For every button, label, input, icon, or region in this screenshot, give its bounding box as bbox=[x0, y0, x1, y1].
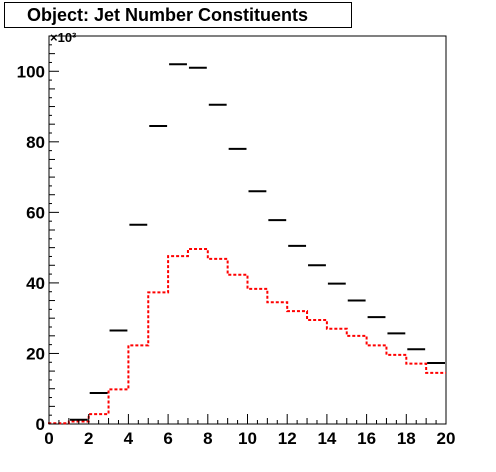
y-tick-label: 40 bbox=[26, 274, 45, 293]
y-tick-label: 60 bbox=[26, 203, 45, 222]
y-multiplier-label: ×10³ bbox=[50, 30, 77, 45]
x-tick-label: 20 bbox=[437, 429, 456, 448]
series-red-step bbox=[48, 248, 446, 425]
x-tick-label: 14 bbox=[317, 429, 336, 448]
y-tick-label: 100 bbox=[17, 62, 45, 81]
x-tick-label: 18 bbox=[397, 429, 416, 448]
y-tick-label: 80 bbox=[26, 133, 45, 152]
plot-frame bbox=[48, 35, 447, 425]
chart-title: Object: Jet Number Constituents bbox=[4, 2, 352, 28]
x-tick-label: 6 bbox=[163, 429, 172, 448]
x-tick-label: 16 bbox=[357, 429, 376, 448]
x-tick-label: 10 bbox=[238, 429, 257, 448]
x-tick-label: 4 bbox=[124, 429, 134, 448]
y-tick-label: 0 bbox=[36, 415, 45, 434]
x-tick-label: 0 bbox=[44, 429, 53, 448]
x-tick-label: 8 bbox=[203, 429, 212, 448]
y-tick-label: 20 bbox=[26, 344, 45, 363]
x-tick-label: 2 bbox=[84, 429, 93, 448]
x-tick-label: 12 bbox=[278, 429, 297, 448]
